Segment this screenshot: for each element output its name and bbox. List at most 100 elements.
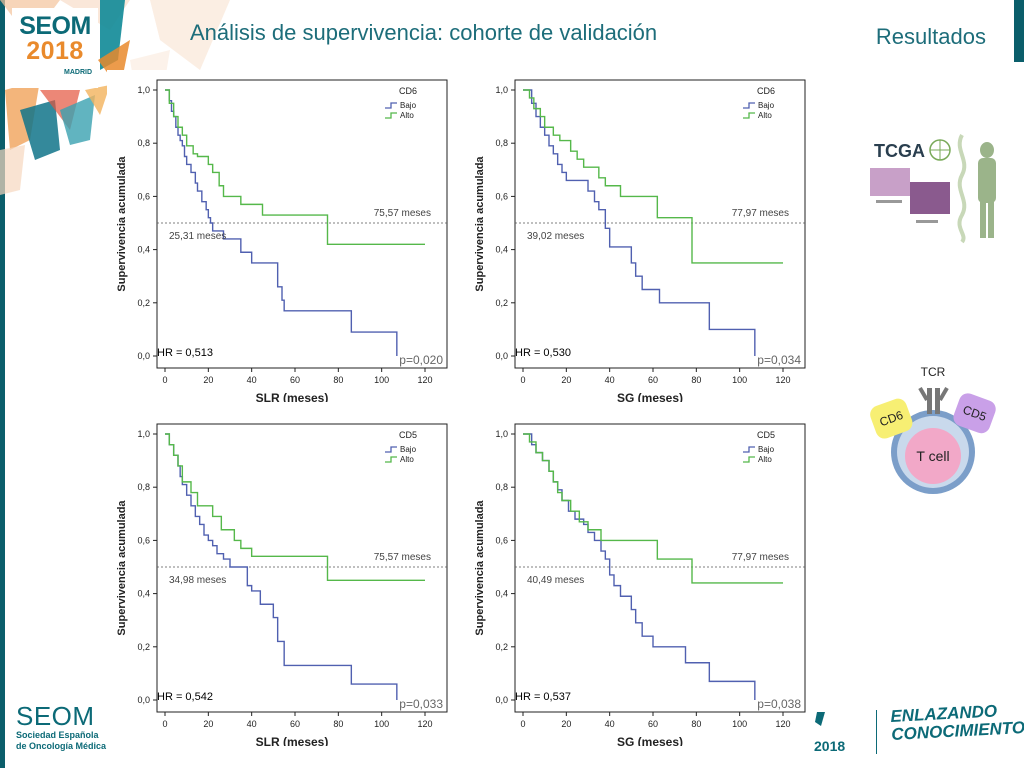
x-tick-label: 100 — [374, 719, 389, 729]
km-svg: 0,0 0,2 0,4 0,6 0,8 1,0 0 20 40 60 80 100 120 SG (mes… — [474, 79, 806, 402]
p-value: p=0,020 — [399, 353, 443, 367]
p-value: p=0,033 — [399, 697, 443, 711]
y-tick-label: 0,0 — [495, 695, 508, 705]
legend-swatch — [385, 102, 397, 109]
logo-year-text: 2018 — [26, 37, 84, 65]
y-tick-label: 0,6 — [495, 191, 508, 201]
x-tick-label: 20 — [561, 719, 571, 729]
median-bajo-label: 40,49 meses — [527, 575, 584, 586]
legend-swatch — [743, 102, 755, 109]
seom-logo: SEOM 2018 MADRID — [12, 8, 98, 88]
x-axis-label: SLR (meses) — [256, 735, 329, 746]
footer-mark-icon — [815, 712, 825, 726]
y-axis-label: Supervivencia acumulada — [116, 156, 128, 292]
legend-swatch — [385, 446, 397, 453]
x-tick-label: 0 — [520, 375, 525, 385]
y-tick-label: 1,0 — [495, 85, 508, 95]
km-curve-alto — [523, 89, 783, 264]
legend-entry: Bajo — [400, 445, 417, 454]
x-axis-label: SG (meses) — [617, 391, 683, 402]
y-tick-label: 1,0 — [495, 429, 508, 439]
footer-divider — [876, 710, 877, 754]
y-tick-label: 0,8 — [495, 482, 508, 492]
legend-title: CD6 — [399, 86, 417, 96]
legend-title: CD5 — [757, 430, 775, 440]
km-curve-bajo — [165, 89, 398, 356]
y-tick-label: 0,6 — [137, 191, 150, 201]
y-tick-label: 0,0 — [495, 351, 508, 361]
legend-entry: Alto — [400, 455, 414, 464]
x-tick-label: 80 — [333, 719, 343, 729]
x-tick-label: 40 — [247, 375, 257, 385]
legend-entry: Bajo — [758, 445, 775, 454]
y-tick-label: 0,4 — [495, 245, 508, 255]
km-chart-cd5-sg: 0,0 0,2 0,4 0,6 0,8 1,0 0 20 40 60 80 100 120 SG (mes… — [465, 414, 813, 746]
y-axis-label: Supervivencia acumulada — [474, 500, 486, 636]
tcell-diagram: T cell TCR CD6 CD5 — [870, 365, 996, 494]
x-axis-label: SLR (meses) — [256, 391, 329, 402]
seom-society-text: SEOM — [16, 701, 95, 731]
x-tick-label: 20 — [203, 719, 213, 729]
legend-entry: Alto — [400, 111, 414, 120]
median-bajo-label: 25,31 meses — [169, 231, 226, 242]
x-tick-label: 120 — [775, 719, 790, 729]
plot-frame — [156, 423, 448, 713]
km-chart-cd5-slr: 0,0 0,2 0,4 0,6 0,8 1,0 0 20 40 60 80 100 120 SLR (me… — [107, 414, 455, 746]
p-value: p=0,034 — [757, 353, 801, 367]
legend-swatch — [743, 456, 755, 463]
tcr-label: TCR — [921, 365, 946, 379]
x-tick-label: 0 — [162, 719, 167, 729]
legend-entry: Bajo — [400, 101, 417, 110]
km-chart-cd6-slr: 0,0 0,2 0,4 0,6 0,8 1,0 0 20 40 60 80 100 120 SLR (me… — [107, 70, 455, 402]
legend-title: CD5 — [399, 430, 417, 440]
km-curve-bajo — [165, 433, 398, 700]
plot-frame — [156, 79, 448, 369]
x-tick-label: 0 — [520, 719, 525, 729]
slide-title: Análisis de supervivencia: cohorte de va… — [190, 20, 658, 45]
footer-year: 2018 — [814, 738, 846, 754]
median-alto-label: 75,57 meses — [374, 208, 431, 219]
y-tick-label: 1,0 — [137, 85, 150, 95]
legend-title: CD6 — [757, 86, 775, 96]
seom-society-logo: SEOM Sociedad Española de Oncología Médi… — [16, 702, 126, 758]
x-axis-label: SG (meses) — [617, 735, 683, 746]
x-tick-label: 40 — [605, 375, 615, 385]
y-tick-label: 0,2 — [137, 642, 150, 652]
hazard-ratio: HR = 0,530 — [515, 347, 571, 359]
plot-frame — [514, 79, 806, 369]
km-svg: 0,0 0,2 0,4 0,6 0,8 1,0 0 20 40 60 80 100 120 SG (mes… — [474, 423, 806, 746]
legend-entry: Bajo — [758, 101, 775, 110]
y-tick-label: 0,8 — [495, 138, 508, 148]
x-tick-label: 40 — [605, 719, 615, 729]
y-tick-label: 0,4 — [137, 589, 150, 599]
x-tick-label: 60 — [290, 719, 300, 729]
x-tick-label: 40 — [247, 719, 257, 729]
x-tick-label: 100 — [732, 375, 747, 385]
x-tick-label: 80 — [691, 719, 701, 729]
median-bajo-label: 39,02 meses — [527, 231, 584, 242]
km-curve-alto — [523, 433, 783, 584]
hazard-ratio: HR = 0,542 — [157, 691, 213, 703]
x-tick-label: 100 — [374, 375, 389, 385]
y-tick-label: 0,6 — [495, 535, 508, 545]
tcga-figure: TCGA — [862, 130, 1002, 245]
x-tick-label: 120 — [417, 719, 432, 729]
x-tick-label: 100 — [732, 719, 747, 729]
tcga-label: TCGA — [874, 141, 925, 161]
hazard-ratio: HR = 0,537 — [515, 691, 571, 703]
km-curve-alto — [165, 433, 425, 581]
y-tick-label: 0,8 — [137, 482, 150, 492]
x-tick-label: 80 — [691, 375, 701, 385]
x-tick-label: 20 — [561, 375, 571, 385]
y-tick-label: 1,0 — [137, 429, 150, 439]
y-tick-label: 0,2 — [495, 298, 508, 308]
legend-entry: Alto — [758, 455, 772, 464]
p-value: p=0,038 — [757, 697, 801, 711]
hazard-ratio: HR = 0,513 — [157, 347, 213, 359]
footer-slogan: ENLAZANDO CONOCIMIENTO — [890, 701, 1024, 744]
plot-frame — [514, 423, 806, 713]
right-accent-bar — [1014, 0, 1024, 62]
logo-city-text: MADRID — [64, 69, 92, 76]
km-chart-cd6-sg: 0,0 0,2 0,4 0,6 0,8 1,0 0 20 40 60 80 100 120 SG (mes… — [465, 70, 813, 402]
